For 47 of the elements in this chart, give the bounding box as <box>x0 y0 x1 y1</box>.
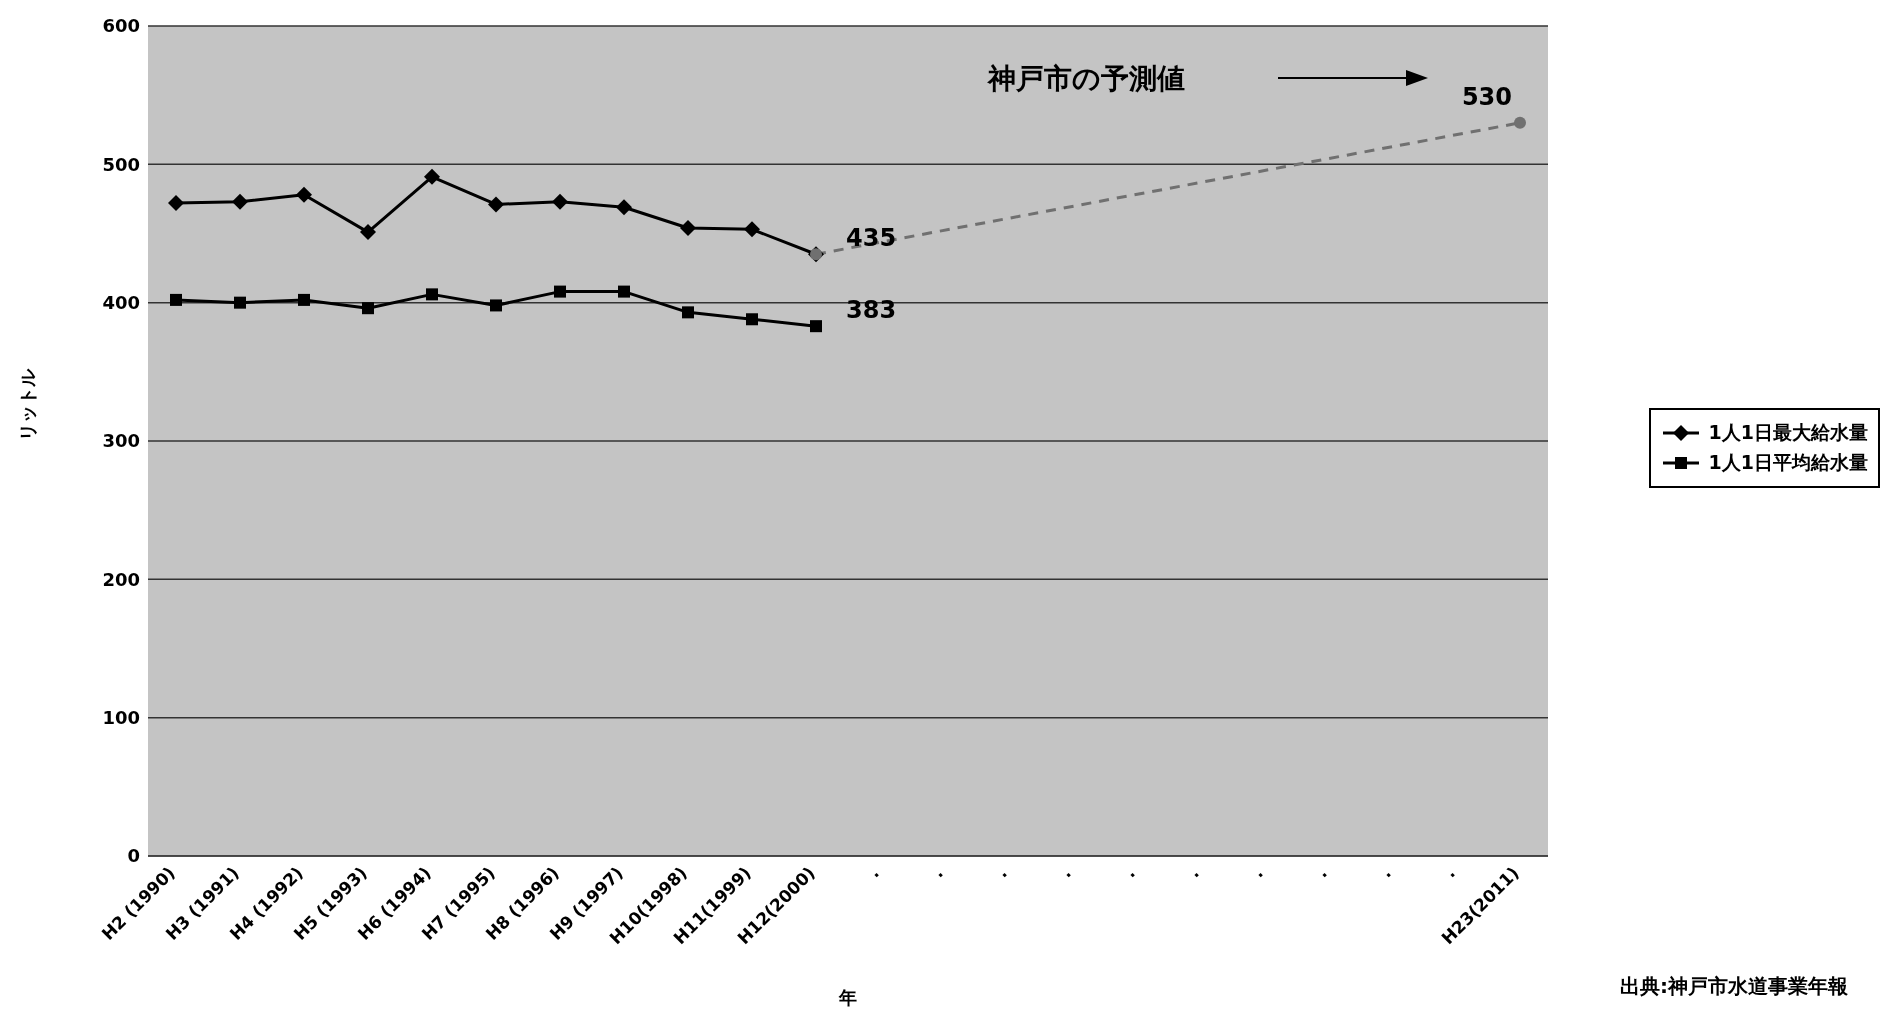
point <box>616 199 632 216</box>
point <box>552 193 568 210</box>
point <box>424 168 440 185</box>
data-label: 530 <box>1461 82 1512 111</box>
annotation: 神戸市の予測値 <box>986 62 1185 95</box>
point <box>746 313 758 326</box>
point <box>554 285 566 298</box>
point <box>426 288 438 301</box>
data-label: 383 <box>846 296 897 325</box>
point <box>1514 116 1526 129</box>
y-tick-label: 400 <box>102 292 140 314</box>
point <box>490 299 502 312</box>
y-tick-label: 100 <box>102 707 140 729</box>
point <box>488 196 504 213</box>
y-tick-label: 0 <box>127 845 140 867</box>
y-tick-label: 500 <box>102 153 140 175</box>
y-tick-label: 300 <box>102 430 140 452</box>
point <box>296 186 312 203</box>
point <box>298 293 310 306</box>
y-tick-label: 200 <box>102 568 140 590</box>
point <box>362 302 374 315</box>
point <box>744 221 760 238</box>
point <box>618 285 630 298</box>
legend-label: 1人1日最大給水量 <box>1708 420 1868 445</box>
point <box>360 224 376 241</box>
data-label: 435 <box>846 224 897 253</box>
point <box>234 296 246 309</box>
x-tick-label: . <box>1248 862 1267 882</box>
x-tick-label: . <box>864 862 883 882</box>
point <box>170 293 182 306</box>
point <box>680 219 696 236</box>
point <box>810 320 822 333</box>
x-tick-label: . <box>1120 862 1139 882</box>
source-note: 出典:神戸市水道事業年報 <box>1620 973 1848 1000</box>
x-tick-label: . <box>1312 862 1331 882</box>
x-tick-label: . <box>1184 862 1203 882</box>
x-tick-label: . <box>1376 862 1395 882</box>
x-axis-title: 年 <box>838 987 857 1008</box>
point <box>232 193 248 210</box>
x-tick-label: . <box>1056 862 1075 882</box>
point <box>168 195 184 212</box>
point <box>682 306 694 319</box>
y-tick-label: 600 <box>102 15 140 37</box>
legend-label: 1人1日平均給水量 <box>1708 450 1868 475</box>
x-tick-label: . <box>928 862 947 882</box>
x-tick-label: . <box>992 862 1011 882</box>
y-axis-title: リットル <box>17 368 39 441</box>
